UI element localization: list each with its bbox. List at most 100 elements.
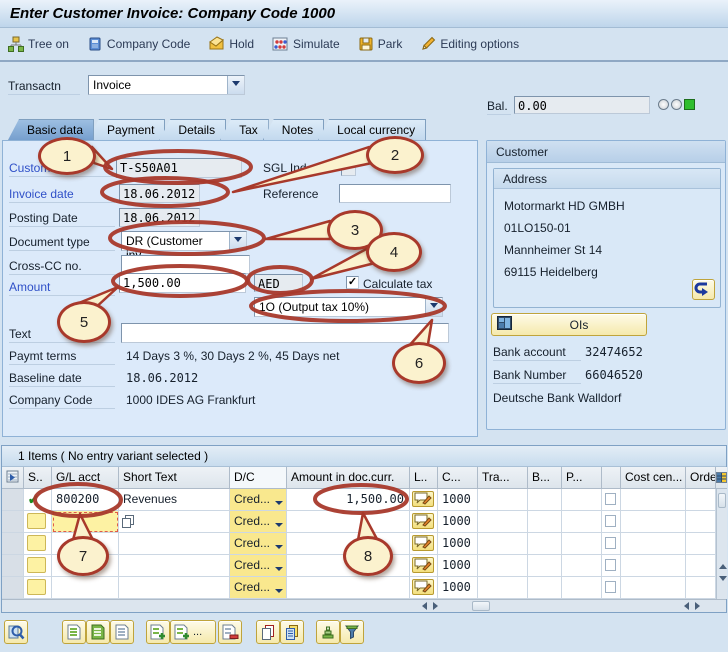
currency-field[interactable]: AED xyxy=(254,274,303,292)
order-cell[interactable] xyxy=(686,533,716,555)
display-address-button[interactable] xyxy=(692,279,715,300)
gl-acct-cell[interactable] xyxy=(52,533,119,555)
cost-center-cell[interactable] xyxy=(621,555,686,577)
amount-cell[interactable] xyxy=(287,533,410,555)
gl-acct-cell[interactable] xyxy=(52,555,119,577)
scroll-down-icon[interactable] xyxy=(716,574,728,586)
row-selector[interactable] xyxy=(2,555,24,577)
insert-row-button[interactable] xyxy=(146,620,170,644)
company-code-cell[interactable]: 1000 xyxy=(438,555,478,577)
b-cell[interactable] xyxy=(528,555,562,577)
col-header-status[interactable]: S.. xyxy=(24,467,52,489)
row-selector[interactable] xyxy=(2,511,24,533)
order-cell[interactable] xyxy=(686,577,716,599)
short-text-cell[interactable] xyxy=(119,511,230,533)
b-cell[interactable] xyxy=(528,511,562,533)
order-cell[interactable] xyxy=(686,555,716,577)
chevron-down-icon[interactable] xyxy=(229,232,246,250)
display-item-button[interactable] xyxy=(62,620,86,644)
transaction-select[interactable]: Invoice xyxy=(88,75,245,95)
ois-button[interactable]: OIs xyxy=(491,313,647,336)
amount-cell[interactable] xyxy=(287,511,410,533)
tab-notes[interactable]: Notes xyxy=(262,119,325,140)
cross-cc-field[interactable] xyxy=(121,255,250,274)
b-cell[interactable] xyxy=(528,489,562,511)
row-checkbox[interactable] xyxy=(605,537,616,549)
document-type-select[interactable]: DR (Customer inv... xyxy=(121,231,247,262)
horizontal-scrollbar[interactable] xyxy=(2,599,726,612)
gl-acct-cell[interactable] xyxy=(52,577,119,599)
col-header-company[interactable]: C... xyxy=(438,467,478,489)
tra-cell[interactable] xyxy=(478,577,528,599)
delete-row-button[interactable] xyxy=(218,620,242,644)
scrollbar-thumb[interactable] xyxy=(718,493,726,508)
customer-field[interactable]: T-S50A01 xyxy=(116,158,242,178)
copy-button[interactable] xyxy=(256,620,280,644)
company-code-button[interactable]: Company Code xyxy=(87,36,190,52)
scroll-right-icon[interactable] xyxy=(693,600,706,612)
dc-select[interactable]: Cred... xyxy=(230,511,287,533)
tab-details[interactable]: Details xyxy=(159,119,227,140)
tab-payment[interactable]: Payment xyxy=(88,119,166,140)
gl-acct-cell[interactable]: 800200 xyxy=(52,489,119,511)
col-header-order[interactable]: Order xyxy=(686,467,716,489)
col-header-b[interactable]: B... xyxy=(528,467,562,489)
long-text-icon[interactable] xyxy=(412,513,434,529)
row-checkbox[interactable] xyxy=(605,493,616,505)
insert-row-variant-button[interactable]: ... xyxy=(170,620,216,644)
park-button[interactable]: Park xyxy=(358,36,402,52)
order-cell[interactable] xyxy=(686,489,716,511)
b-cell[interactable] xyxy=(528,577,562,599)
scroll-left-icon[interactable] xyxy=(416,600,429,612)
long-text-icon[interactable] xyxy=(412,535,434,551)
p-cell[interactable] xyxy=(562,555,602,577)
long-text-icon[interactable] xyxy=(412,579,434,595)
dc-select[interactable]: Cred... xyxy=(230,555,287,577)
dc-select[interactable]: Cred... xyxy=(230,577,287,599)
p-cell[interactable] xyxy=(562,533,602,555)
editing-options-button[interactable]: Editing options xyxy=(420,36,519,52)
tab-tax[interactable]: Tax xyxy=(220,119,269,140)
tree-on-button[interactable]: Tree on xyxy=(8,36,69,52)
scroll-up-icon[interactable] xyxy=(716,558,728,570)
col-header-short-text[interactable]: Short Text xyxy=(119,467,230,489)
tra-cell[interactable] xyxy=(478,489,528,511)
col-header-longtext[interactable]: L.. xyxy=(410,467,438,489)
row-selector[interactable] xyxy=(2,533,24,555)
simulate-button[interactable]: Simulate xyxy=(272,36,340,52)
table-settings-icon[interactable] xyxy=(716,467,727,489)
amount-cell[interactable]: 1,500.00 xyxy=(287,489,410,511)
company-code-cell[interactable]: 1000 xyxy=(438,511,478,533)
short-text-cell[interactable] xyxy=(119,577,230,599)
short-text-cell[interactable] xyxy=(119,555,230,577)
scrollbar-thumb[interactable] xyxy=(472,601,490,611)
col-header-amount[interactable]: Amount in doc.curr. xyxy=(287,467,410,489)
gl-acct-cell-focused[interactable] xyxy=(52,511,119,533)
cost-center-cell[interactable] xyxy=(621,533,686,555)
sgl-ind-field[interactable] xyxy=(341,158,356,176)
row-checkbox[interactable] xyxy=(605,581,616,593)
text-field[interactable] xyxy=(121,323,449,343)
col-header-gl-acct[interactable]: G/L acct xyxy=(52,467,119,489)
vertical-scrollbar[interactable] xyxy=(716,489,727,599)
tra-cell[interactable] xyxy=(478,511,528,533)
cost-center-cell[interactable] xyxy=(621,577,686,599)
display-next-item-button[interactable] xyxy=(86,620,110,644)
display-all-items-button[interactable] xyxy=(110,620,134,644)
short-text-cell[interactable] xyxy=(119,533,230,555)
scroll-right-icon[interactable] xyxy=(431,600,444,612)
hold-button[interactable]: Hold xyxy=(208,36,254,52)
sort-ascending-button[interactable] xyxy=(316,620,340,644)
tab-local-currency[interactable]: Local currency xyxy=(318,119,427,140)
tax-code-select[interactable]: 1O (Output tax 10%) xyxy=(254,297,443,317)
row-checkbox[interactable] xyxy=(605,515,616,527)
paste-button[interactable] xyxy=(280,620,304,644)
tab-basic-data[interactable]: Basic data xyxy=(8,119,95,140)
b-cell[interactable] xyxy=(528,533,562,555)
calculate-tax-checkbox[interactable] xyxy=(346,276,359,289)
row-checkbox[interactable] xyxy=(605,559,616,571)
copy-icon[interactable] xyxy=(121,514,135,531)
p-cell[interactable] xyxy=(562,577,602,599)
amount-cell[interactable] xyxy=(287,555,410,577)
company-code-cell[interactable]: 1000 xyxy=(438,577,478,599)
